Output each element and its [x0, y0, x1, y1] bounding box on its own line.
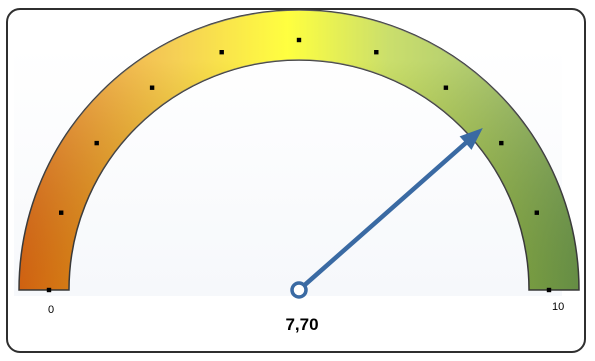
- gauge-arc: [18, 9, 580, 291]
- gauge-needle-hub: [290, 281, 308, 299]
- gauge-tick-2: [94, 140, 99, 146]
- gauge-tick-9: [534, 210, 539, 215]
- gauge-needle-shaft: [296, 140, 468, 293]
- gauge-tick-5: [296, 37, 302, 43]
- gauge-needle: [290, 128, 483, 299]
- gauge-value-label: 7,70: [285, 315, 319, 334]
- gauge-tick-8: [499, 140, 504, 146]
- gauge-tick-0: [46, 287, 52, 293]
- gauge-tick-3: [149, 85, 155, 90]
- gauge-ticks: [46, 37, 552, 293]
- gauge-tick-1: [59, 210, 64, 215]
- gauge-max-label: 10: [552, 301, 565, 313]
- gauge-min-label: 0: [48, 304, 55, 316]
- gauge-tick-4: [219, 50, 224, 55]
- gauge-tick-7: [443, 85, 449, 90]
- gauge-needle-arrowhead: [459, 128, 483, 150]
- gauge-arc-shading: [19, 10, 579, 290]
- gauge-tick-6: [374, 50, 379, 55]
- gauge-tick-10: [546, 287, 552, 293]
